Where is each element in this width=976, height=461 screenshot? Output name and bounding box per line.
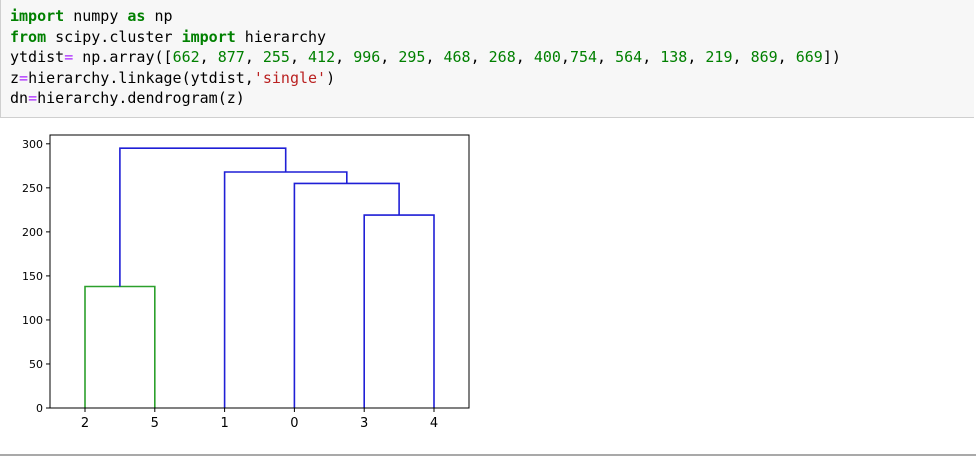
code-token: 219 (705, 48, 733, 66)
code-line: import numpy as np (10, 6, 841, 27)
dendrogram-chart: 0 50 100 150 200 250 300 2 5 1 0 3 4 (0, 118, 976, 461)
code-token: 138 (660, 48, 688, 66)
code-token: 468 (443, 48, 471, 66)
code-token: , (199, 48, 218, 66)
code-token: , (380, 48, 399, 66)
code-line: from scipy.cluster import hierarchy (10, 27, 841, 48)
code-token: 996 (353, 48, 381, 66)
code-token: 877 (217, 48, 245, 66)
code-token: , (597, 48, 616, 66)
code-token: from (10, 27, 47, 46)
code-token: 295 (398, 48, 426, 66)
leaf-label: 4 (430, 416, 438, 431)
y-tick-label: 0 (36, 402, 43, 415)
code-token: = (64, 48, 74, 66)
code-token: , (425, 48, 444, 66)
code-cell-output: 0 50 100 150 200 250 300 2 5 1 0 3 4 (0, 118, 976, 457)
code-token: hierarchy (235, 27, 327, 46)
code-token: , (642, 48, 661, 66)
dendrogram-link (223, 171, 348, 408)
code-token: np.array([ (73, 48, 173, 66)
code-token: 564 (615, 48, 643, 66)
code-token: , (470, 48, 489, 66)
code-token: , (289, 48, 309, 66)
code-line: z=hierarchy.linkage(ytdist,'single') (10, 68, 841, 89)
code-token: , (732, 48, 751, 66)
leaf-label: 2 (81, 416, 89, 431)
code-token: numpy (64, 7, 128, 25)
code-token: , (515, 48, 534, 66)
code-token: 754 (569, 48, 598, 66)
code-token: ) (326, 68, 336, 87)
code-editor[interactable]: import numpy as np from scipy.cluster imp… (10, 6, 841, 109)
code-token: ]) (822, 48, 841, 66)
code-line: dn=hierarchy.dendrogram(z) (10, 88, 841, 109)
code-token: as (127, 7, 146, 25)
code-token: np (145, 7, 173, 25)
y-tick-label: 200 (22, 226, 43, 239)
dendrogram-svg: 0 50 100 150 200 250 300 2 5 1 0 3 4 (22, 134, 470, 431)
code-token: , (244, 48, 263, 66)
dendrogram-link (293, 182, 400, 408)
code-token: ytdist (10, 48, 65, 66)
code-token: , (560, 48, 570, 66)
code-token: 268 (488, 48, 516, 66)
leaf-label: 3 (360, 416, 368, 431)
y-tick-label: 100 (22, 314, 43, 327)
code-token: 662 (172, 48, 200, 66)
code-token: = (19, 68, 29, 87)
code-token: 412 (308, 48, 336, 66)
leaf-label: 0 (290, 416, 298, 431)
code-token: hierarchy.linkage(ytdist, (28, 68, 254, 87)
code-token: 255 (262, 48, 290, 66)
code-token: scipy.cluster (46, 27, 182, 46)
code-token: , (777, 48, 796, 66)
code-token: = (28, 89, 38, 107)
leaf-label: 5 (151, 416, 159, 431)
y-tick-label: 150 (22, 270, 43, 283)
code-token: 400 (533, 48, 561, 66)
plot-frame (49, 134, 470, 409)
y-tick-label: 300 (22, 138, 43, 151)
y-tick-label: 250 (22, 182, 43, 195)
dendrogram-link (119, 147, 287, 287)
code-line: ytdist= np.array([662, 877, 255, 412, 99… (10, 47, 841, 68)
code-token: 869 (750, 48, 778, 66)
leaf-label: 1 (220, 416, 228, 431)
code-token: , (335, 48, 354, 66)
code-token: 669 (795, 48, 823, 66)
code-token: hierarchy.dendrogram(z) (37, 89, 245, 107)
dendrogram-link (363, 214, 435, 408)
code-token: 'single' (253, 68, 327, 87)
cell-divider (0, 454, 976, 456)
code-token: import (10, 7, 65, 25)
dendrogram-link (84, 285, 156, 408)
y-tick-label: 50 (29, 358, 43, 371)
code-token: , (687, 48, 706, 66)
code-cell-input[interactable]: import numpy as np from scipy.cluster imp… (0, 0, 974, 118)
code-token: dn (10, 89, 29, 107)
code-token: import (181, 27, 236, 46)
code-token: z (10, 68, 20, 87)
